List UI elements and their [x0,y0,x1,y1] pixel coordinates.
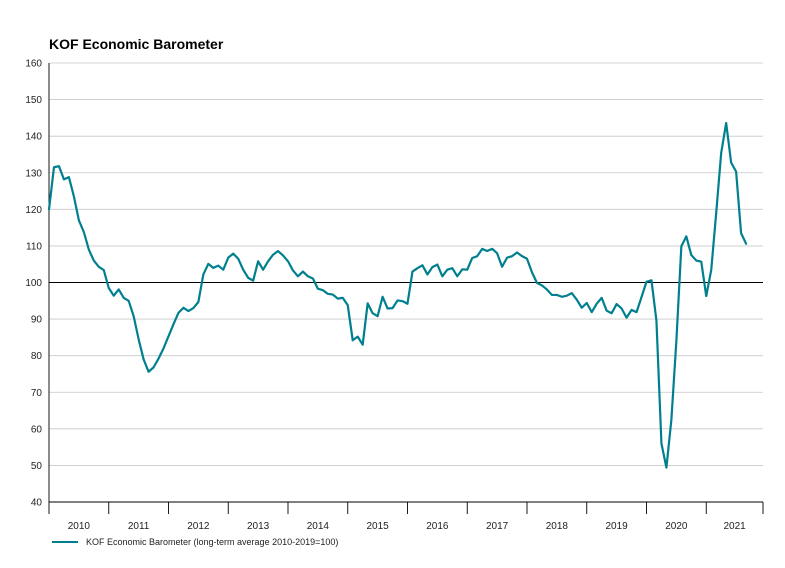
x-tick-label-2012: 2012 [187,521,210,532]
y-tick-label-150: 150 [25,95,42,106]
x-tick-label-2010: 2010 [68,521,91,532]
y-tick-label-140: 140 [25,132,42,143]
x-tick-label-2014: 2014 [307,521,330,532]
y-tick-label-50: 50 [31,461,43,472]
x-tick-label-2021: 2021 [723,521,746,532]
y-tick-label-130: 130 [25,168,42,179]
y-tick-labels: 40 50 60 70 80 90 100 110 120 130 140 150 160 [25,59,42,509]
y-tick-label-90: 90 [31,315,43,326]
x-tick-label-2016: 2016 [426,521,449,532]
y-tick-label-100: 100 [25,278,42,289]
x-tick-label-2013: 2013 [247,521,270,532]
y-tick-label-60: 60 [31,424,43,435]
series-line-0 [47,121,748,469]
x-tick-label-2018: 2018 [546,521,569,532]
legend-swatch [52,541,78,543]
x-tick-labels: 2010 2011 2012 2013 2014 2015 2016 2017 2018 2019… [68,521,746,532]
y-tick-label-80: 80 [31,351,43,362]
y-tick-label-160: 160 [25,59,42,70]
series-layer [47,121,748,469]
x-tick-label-2015: 2015 [366,521,389,532]
x-tick-label-2011: 2011 [128,521,150,532]
y-tick-label-70: 70 [31,388,43,399]
y-tick-label-120: 120 [25,205,42,216]
x-tick-label-2020: 2020 [665,521,688,532]
y-tick-label-110: 110 [26,241,42,252]
x-tick-label-2017: 2017 [486,521,509,532]
x-tick-label-2019: 2019 [605,521,628,532]
legend: KOF Economic Barometer (long-term averag… [52,537,338,547]
y-tick-label-40: 40 [31,498,43,509]
chart-title: KOF Economic Barometer [49,36,224,52]
legend-label: KOF Economic Barometer (long-term averag… [86,537,339,547]
axes [48,63,764,514]
